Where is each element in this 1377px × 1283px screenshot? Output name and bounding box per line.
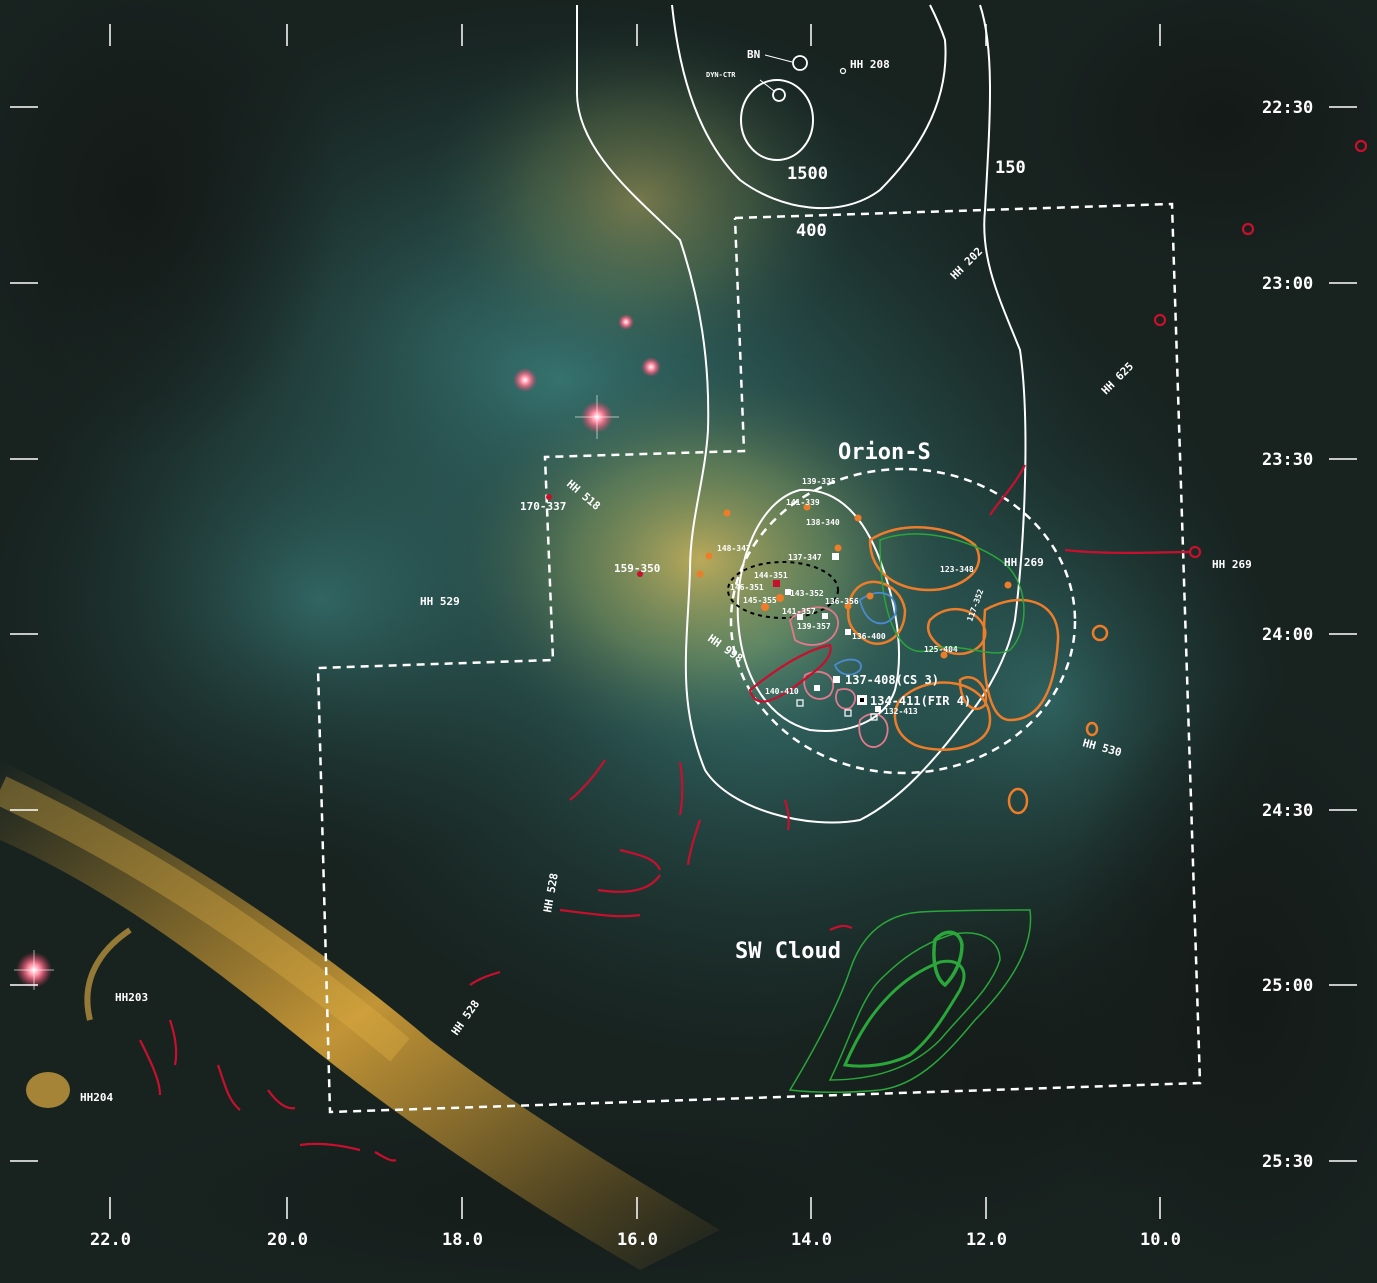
orion-s-label: Orion-S (838, 440, 931, 465)
source-label: 140-410 (765, 687, 799, 696)
green-contours (788, 533, 1032, 1093)
x-tick-label: 10.0 (1140, 1230, 1181, 1250)
y-tick-label: 24:00 (1262, 625, 1313, 645)
white-contours (575, 4, 1027, 824)
hh-label: HH 269 (1004, 556, 1044, 569)
source-label: 144-351 (754, 571, 788, 580)
source-label: 139-335 (802, 477, 836, 486)
survey-boundary (316, 202, 1202, 1114)
source-markers (546, 54, 1012, 721)
y-axis-labels: 22:30 23:00 23:30 24:00 24:30 25:00 25:3… (1262, 98, 1313, 1172)
source-label: 141-357 (782, 607, 816, 616)
bn-label: BN (747, 48, 760, 61)
star (641, 357, 661, 377)
y-tick-label: 22:30 (1262, 98, 1313, 118)
source-label: 145-355 (743, 596, 777, 605)
x-tick-label: 14.0 (791, 1230, 832, 1250)
x-tick-label: 20.0 (267, 1230, 308, 1250)
y-tick-label: 25:00 (1262, 976, 1313, 996)
source-label: 132-413 (884, 707, 918, 716)
source-label: 159-350 (614, 562, 660, 575)
source-label: 143-352 (790, 589, 824, 598)
red-jets (139, 139, 1368, 1162)
contour-level-400: 400 (796, 221, 827, 241)
source-label: 170-337 (520, 500, 566, 513)
source-label: 136-356 (825, 597, 859, 606)
source-label: 137-347 (788, 553, 822, 562)
source-labels: BN DYN-CTR 170-337 159-350 139-335 141-3… (520, 48, 985, 716)
region-labels: Orion-S SW Cloud 1500 400 150 (735, 158, 1026, 964)
x-tick-label: 12.0 (966, 1230, 1007, 1250)
contour-level-1500: 1500 (787, 164, 828, 184)
sw-cloud-label: SW Cloud (735, 939, 841, 964)
orange-contours (846, 526, 1109, 815)
x-tick-label: 18.0 (442, 1230, 483, 1250)
axis-ticks (10, 24, 1357, 1219)
x-axis-labels: 22.0 20.0 18.0 16.0 14.0 12.0 10.0 (90, 1230, 1181, 1250)
hh-label: HH203 (115, 991, 148, 1004)
source-label: 136-400 (852, 632, 886, 641)
star (513, 368, 537, 392)
source-label: 148-347 (717, 544, 751, 553)
source-label: 123-348 (940, 565, 974, 574)
x-tick-label: 22.0 (90, 1230, 131, 1250)
source-label: 125-404 (924, 645, 958, 654)
source-label: 134-411(FIR 4) (870, 694, 971, 708)
source-label: 137-408(CS 3) (845, 673, 939, 687)
y-tick-label: 25:30 (1262, 1152, 1313, 1172)
y-tick-label: 23:00 (1262, 274, 1313, 294)
source-label: 139-357 (797, 622, 831, 631)
inner-dashed-ellipse (727, 561, 839, 619)
contour-inner-s (736, 488, 900, 732)
hh-label: HH 529 (420, 595, 460, 608)
hh-label: HH204 (80, 1091, 113, 1104)
star (618, 314, 634, 330)
y-tick-label: 23:30 (1262, 450, 1313, 470)
contour-150 (575, 4, 1027, 824)
source-label: 141-339 (786, 498, 820, 507)
dyn-ctr-label: DYN-CTR (706, 71, 736, 79)
contour-level-150: 150 (995, 158, 1026, 178)
source-label: 146-351 (730, 583, 764, 592)
contour-400 (671, 4, 947, 210)
hh-label: HH 208 (850, 58, 890, 71)
x-tick-label: 16.0 (617, 1230, 658, 1250)
stars (14, 314, 661, 990)
contour-1500 (740, 79, 814, 161)
source-label: 138-340 (806, 518, 840, 527)
orion-s-boundary (729, 467, 1077, 775)
y-tick-label: 24:30 (1262, 801, 1313, 821)
hh-label: HH 269 (1212, 558, 1252, 571)
